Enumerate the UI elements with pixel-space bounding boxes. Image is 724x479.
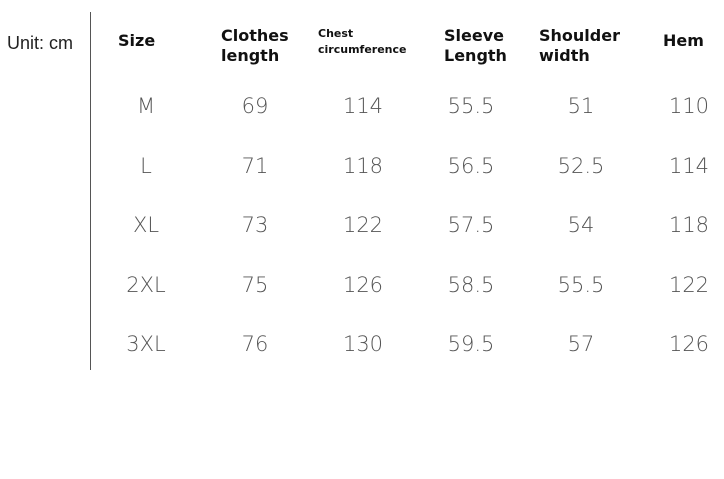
column-header: Clothes length [221,26,289,65]
column-header: Shoulder width [539,26,620,65]
measurement-cell: 54 [567,213,595,237]
measurement-cell: 57 [567,332,595,356]
measurement-cell: 114 [668,154,710,178]
measurement-cell: 59.5 [447,332,495,356]
size-cell: M [136,94,156,118]
measurement-cell: 122 [668,273,710,297]
measurement-cell: 55.5 [557,273,605,297]
column-header: Sleeve Length [444,26,507,65]
column-header: Hem [663,31,704,50]
measurement-cell: 76 [241,332,269,356]
measurement-cell: 126 [342,273,384,297]
divider [90,12,91,370]
size-cell: 2XL [126,273,166,297]
size-cell: L [140,154,152,178]
measurement-cell: 69 [241,94,269,118]
measurement-cell: 110 [668,94,710,118]
column-header: Size [118,31,156,50]
size-cell: 3XL [126,332,166,356]
measurement-cell: 75 [241,273,269,297]
column-header: Chest circumference [318,27,407,56]
measurement-cell: 118 [342,154,384,178]
measurement-cell: 52.5 [557,154,605,178]
measurement-cell: 57.5 [447,213,495,237]
measurement-cell: 51 [567,94,595,118]
measurement-cell: 55.5 [447,94,495,118]
measurement-cell: 126 [668,332,710,356]
measurement-cell: 71 [241,154,269,178]
measurement-cell: 130 [342,332,384,356]
measurement-cell: 114 [342,94,384,118]
size-cell: XL [132,213,160,237]
measurement-cell: 58.5 [447,273,495,297]
measurement-cell: 73 [241,213,269,237]
measurement-cell: 122 [342,213,384,237]
measurement-cell: 118 [668,213,710,237]
unit-label: Unit: cm [7,33,74,53]
measurement-cell: 56.5 [447,154,495,178]
